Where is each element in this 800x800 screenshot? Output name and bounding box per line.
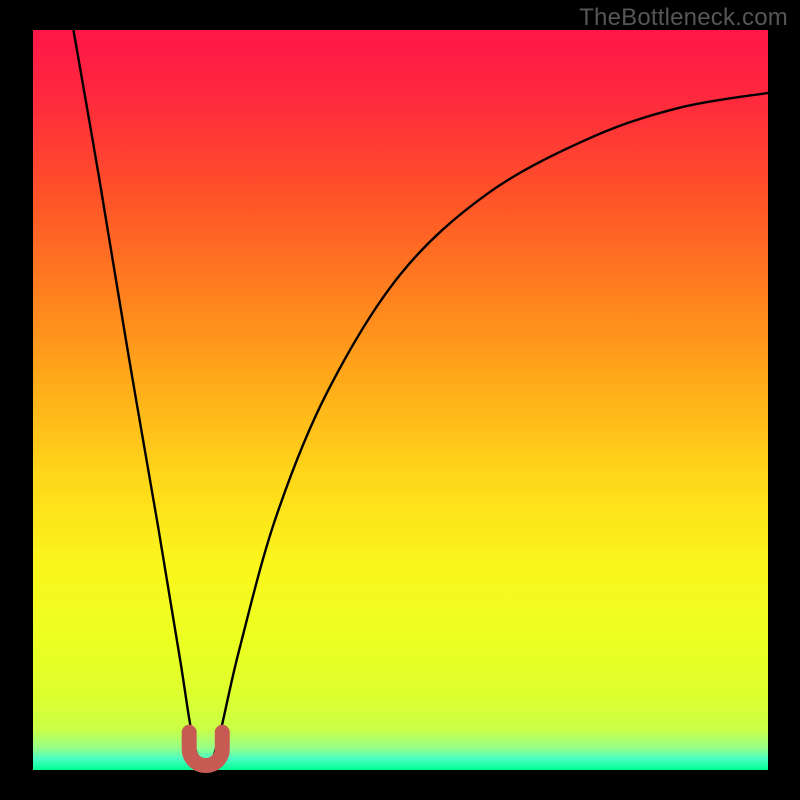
watermark-text: TheBottleneck.com (579, 4, 788, 32)
chart-frame: TheBottleneck.com (0, 0, 800, 800)
plot-area (33, 30, 768, 770)
chart-svg (0, 0, 800, 800)
